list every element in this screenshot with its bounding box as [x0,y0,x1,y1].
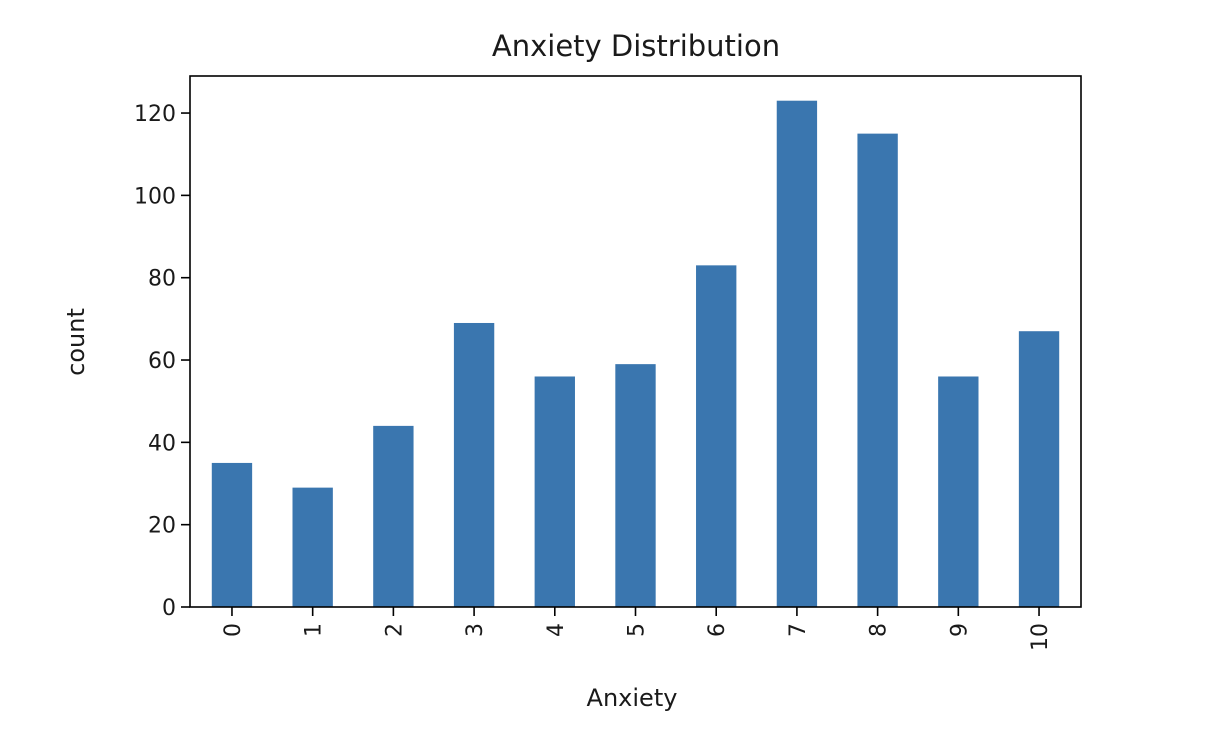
x-tick-label: 8 [867,623,892,637]
plot-frame [189,75,1082,608]
y-tick-label: 40 [148,431,176,456]
x-axis: 0 1 2 3 4 5 6 7 8 9 10 [221,607,1053,651]
y-axis: 0 20 40 60 80 100 120 [134,102,190,621]
x-tick-label: 0 [221,623,246,637]
bar-2 [373,425,414,607]
y-tick-label: 120 [134,102,176,127]
y-tick-label: 20 [148,514,176,539]
bar-9 [938,376,979,607]
bar-1 [292,487,333,607]
y-tick-label: 0 [162,596,176,621]
bar-10 [1018,331,1060,607]
y-tick-label: 60 [148,349,176,374]
bar-4 [534,376,575,607]
x-tick-label: 9 [947,623,972,637]
x-tick-label: 2 [382,623,407,637]
y-tick-label: 100 [134,184,176,209]
x-axis-title: Anxiety [587,684,678,712]
x-tick-label: 10 [1028,623,1053,651]
bar-6 [696,265,737,607]
x-tick-label: 7 [786,623,811,637]
y-axis-title: count [62,308,90,376]
bars-group [211,100,1060,607]
y-tick-label: 80 [148,267,176,292]
bar-7 [776,100,818,607]
chart-title: Anxiety Distribution [492,29,780,63]
x-tick-label: 1 [302,623,327,637]
x-tick-label: 3 [463,623,488,637]
bar-8 [857,133,898,607]
bar-5 [615,364,656,607]
x-tick-label: 4 [544,623,569,637]
x-tick-label: 5 [625,623,650,637]
x-tick-label: 6 [705,623,730,637]
bar-0 [211,462,253,607]
bar-3 [453,322,495,607]
